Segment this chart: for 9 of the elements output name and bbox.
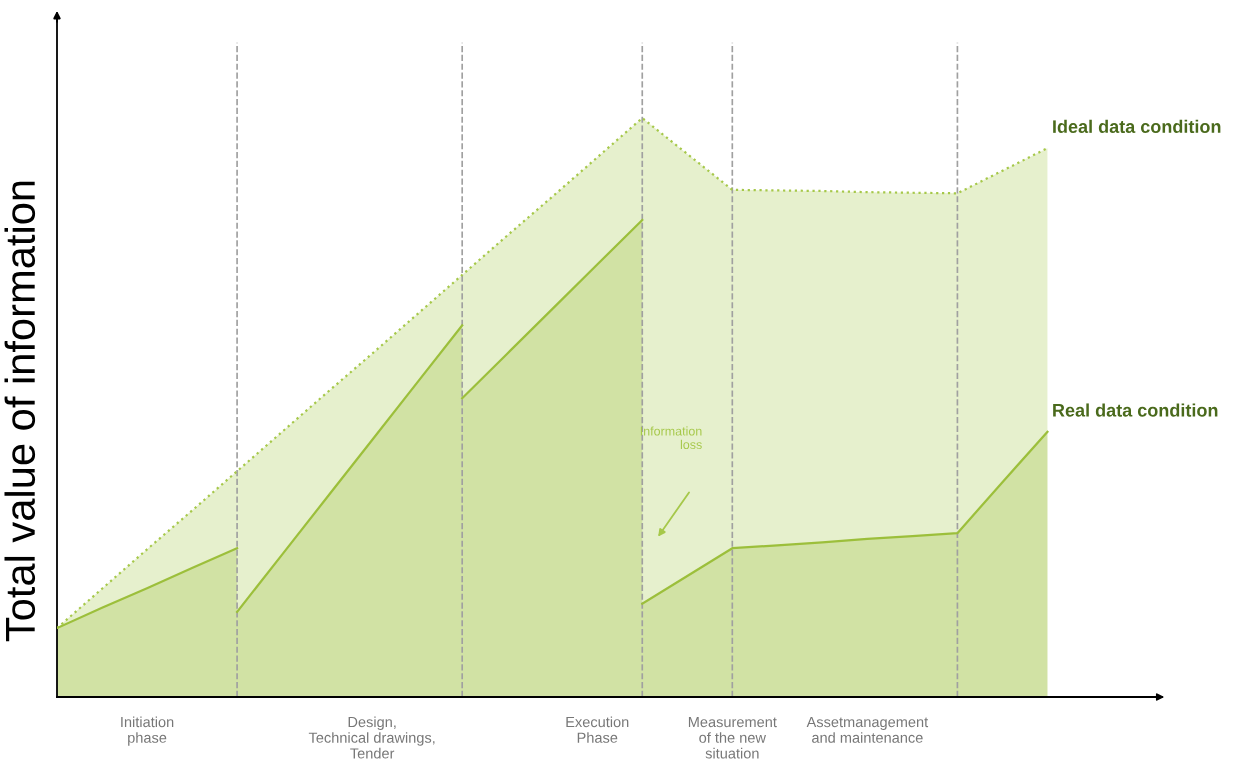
x-tick-label: Design, Technical drawings, Tender <box>308 716 435 759</box>
y-axis-title: Total value of information <box>4 181 36 642</box>
x-tick-label: Measurement of the new situation <box>688 716 777 759</box>
x-tick-label: Initiation phase <box>121 716 174 746</box>
series-label: Ideal data condition <box>1053 119 1221 134</box>
annotation: Information loss <box>640 426 702 450</box>
series-label: Real data condition <box>1053 403 1218 417</box>
x-tick-label: Assetmanagement and maintenance <box>806 716 929 743</box>
x-tick-label: Execution Phase <box>566 716 629 743</box>
